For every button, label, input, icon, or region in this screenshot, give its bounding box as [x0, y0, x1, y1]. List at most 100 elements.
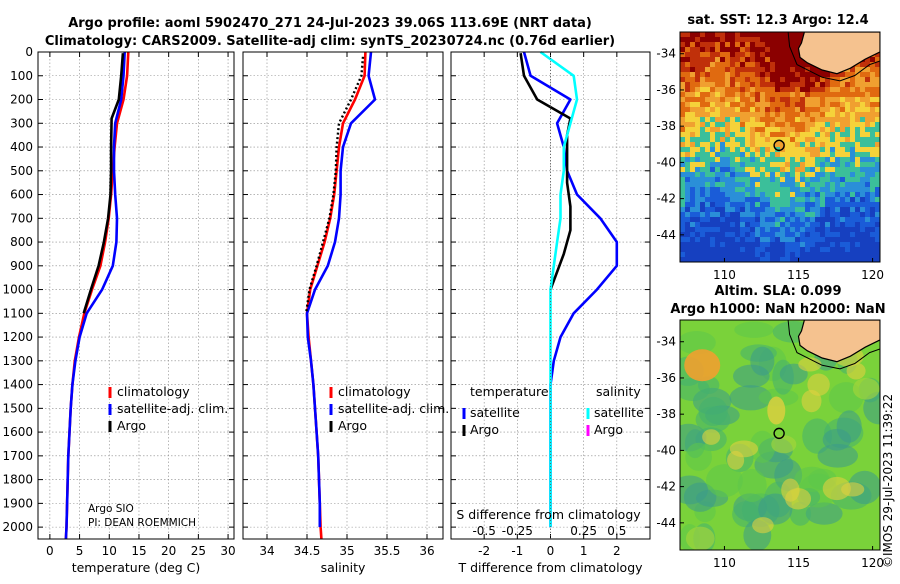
sst-cell	[725, 92, 731, 98]
sst-cell	[685, 257, 691, 262]
sst-cell	[820, 247, 826, 253]
sst-cell	[765, 147, 771, 153]
sst-cell	[695, 232, 701, 238]
sst-cell	[710, 167, 716, 173]
sst-cell	[770, 122, 776, 128]
sst-cell	[790, 212, 796, 218]
sst-cell	[860, 247, 866, 253]
sst-cell	[765, 42, 771, 48]
sst-cell	[710, 147, 716, 153]
sst-cell	[785, 137, 791, 143]
sst-cell	[805, 152, 811, 158]
sst-cell	[845, 82, 851, 88]
sst-cell	[850, 87, 856, 93]
sst-cell	[685, 197, 691, 203]
sst-cell	[805, 167, 811, 173]
sst-cell	[765, 247, 771, 253]
sst-cell	[790, 197, 796, 203]
sst-cell	[685, 47, 691, 53]
sst-cell	[745, 227, 751, 233]
sst-cell	[875, 227, 880, 233]
sst-cell	[735, 252, 741, 258]
sst-cell	[730, 77, 736, 83]
sst-cell	[775, 217, 781, 223]
sst-cell	[750, 72, 756, 78]
sst-cell	[790, 177, 796, 183]
sst-cell	[700, 227, 706, 233]
sst-cell	[735, 257, 741, 262]
sst-cell	[790, 127, 796, 133]
sst-cell	[810, 237, 816, 243]
sst-cell	[795, 142, 801, 148]
sst-cell	[730, 172, 736, 178]
sst-cell	[840, 187, 846, 193]
sst-cell	[875, 122, 880, 128]
sst-cell	[790, 47, 796, 53]
sst-cell	[770, 257, 776, 262]
sst-cell	[720, 227, 726, 233]
sst-cell	[780, 237, 786, 243]
sst-cell	[850, 177, 856, 183]
sst-cell	[750, 257, 756, 262]
sst-cell	[835, 212, 841, 218]
sst-cell	[850, 192, 856, 198]
sst-cell	[730, 187, 736, 193]
sst-cell	[850, 97, 856, 103]
sst-cell	[770, 62, 776, 68]
sst-cell	[750, 212, 756, 218]
sst-cell	[830, 257, 836, 262]
sst-cell	[715, 242, 721, 248]
sst-cell	[715, 227, 721, 233]
sst-cell	[830, 232, 836, 238]
sst-cell	[680, 92, 686, 98]
sst-cell	[805, 207, 811, 213]
sst-cell	[725, 107, 731, 113]
sst-cell	[830, 202, 836, 208]
sst-cell	[855, 192, 861, 198]
sst-cell	[685, 202, 691, 208]
sst-cell	[805, 172, 811, 178]
sst-cell	[720, 257, 726, 262]
sst-cell	[785, 87, 791, 93]
sst-cell	[820, 237, 826, 243]
sst-cell	[685, 82, 691, 88]
sst-cell	[810, 92, 816, 98]
sst-cell	[710, 212, 716, 218]
x-tick-label: -2	[478, 544, 490, 558]
sst-cell	[750, 177, 756, 183]
sst-cell	[810, 182, 816, 188]
sst-cell	[780, 107, 786, 113]
sst-cell	[810, 142, 816, 148]
sst-cell	[805, 182, 811, 188]
sst-cell	[685, 77, 691, 83]
sst-cell	[750, 117, 756, 123]
sst-cell	[730, 142, 736, 148]
sst-cell	[700, 257, 706, 262]
sst-cell	[700, 47, 706, 53]
sst-cell	[735, 62, 741, 68]
sst-cell	[680, 37, 686, 43]
sst-cell	[740, 47, 746, 53]
sst-cell	[745, 42, 751, 48]
sst-cell	[875, 92, 880, 98]
sst-cell	[760, 207, 766, 213]
map-x-tick-label: 115	[787, 556, 810, 570]
y-tick-label: 1700	[2, 449, 33, 463]
sst-cell	[825, 107, 831, 113]
sst-cell	[815, 92, 821, 98]
sst-cell	[740, 197, 746, 203]
sst-cell	[780, 62, 786, 68]
sst-cell	[805, 192, 811, 198]
sst-cell	[850, 157, 856, 163]
sst-cell	[805, 227, 811, 233]
sst-cell	[785, 32, 791, 38]
sst-cell	[715, 207, 721, 213]
sst-cell	[705, 97, 711, 103]
sst-cell	[820, 167, 826, 173]
sst-cell	[725, 142, 731, 148]
sst-cell	[770, 42, 776, 48]
sst-cell	[715, 32, 721, 38]
sst-cell	[770, 142, 776, 148]
sst-cell	[735, 37, 741, 43]
sst-cell	[700, 157, 706, 163]
